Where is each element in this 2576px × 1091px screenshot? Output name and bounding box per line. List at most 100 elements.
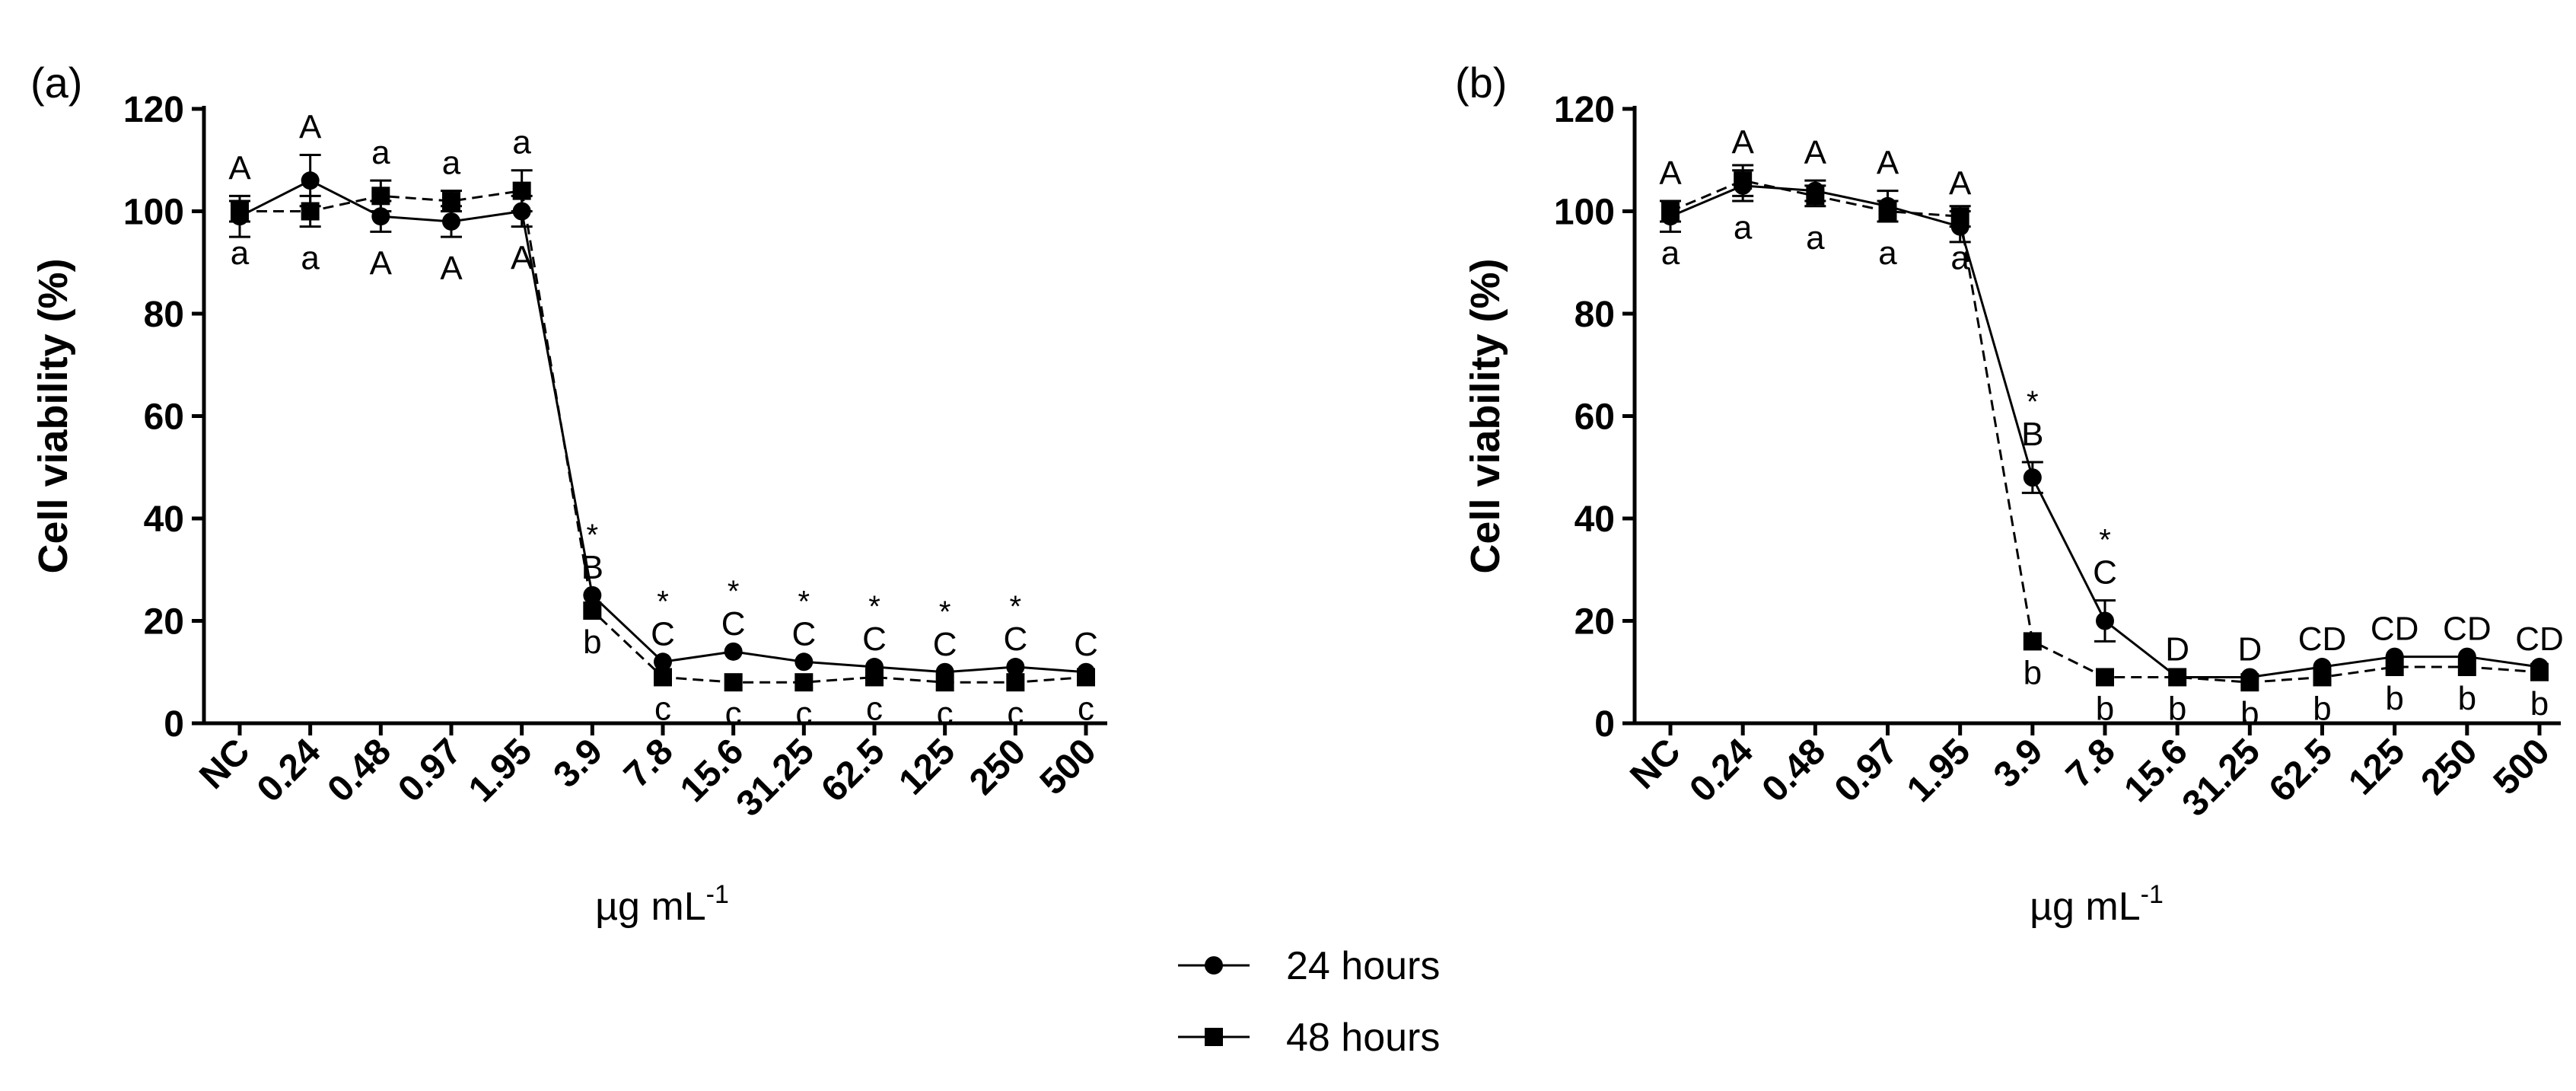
x-tick-label: 3.9: [546, 731, 610, 796]
significance-letter: A: [370, 244, 393, 282]
significance-star: *: [657, 585, 669, 618]
legend: 24 hours 48 hours: [1178, 944, 1440, 1060]
significance-letter: c: [1007, 695, 1024, 732]
significance-letter: a: [1734, 209, 1753, 246]
x-tick-label: 31.25: [2175, 731, 2268, 824]
significance-letter: a: [1950, 240, 1969, 277]
significance-star: *: [939, 595, 951, 629]
x-tick-label: 0.97: [1827, 731, 1906, 810]
data-point: [2096, 611, 2114, 630]
panel-a: (a) 0 20 40 60 80 100 120 NC0.240.480.971.95 3.9 7…: [30, 59, 1107, 929]
x-tick-label: 0.24: [1682, 731, 1761, 810]
x-tick-label: 0.48: [320, 731, 400, 810]
legend-marker-circle: [1205, 956, 1223, 975]
y-tick-label: 0: [1594, 704, 1615, 745]
significance-star: *: [798, 585, 810, 618]
panel-label: (a): [30, 59, 82, 107]
significance-letter: C: [2093, 554, 2117, 592]
significance-letter: a: [231, 234, 250, 272]
legend-item-48h: 48 hours: [1178, 1016, 1440, 1060]
data-point: [371, 187, 390, 206]
data-point: [1734, 171, 1753, 190]
x-tick-label: 0.97: [390, 731, 470, 810]
series-24h: AA A AAB*C*D D CD CD CD CD: [1659, 124, 2564, 687]
y-tick-label: 120: [1554, 90, 1615, 130]
significance-letter: a: [442, 145, 461, 182]
significance-letter: C: [1074, 626, 1098, 663]
y-tick-label: 0: [164, 704, 184, 745]
significance-letter: a: [512, 124, 531, 161]
significance-letter: b: [2024, 654, 2042, 691]
significance-letter: CD: [2371, 611, 2419, 648]
data-point: [583, 601, 602, 620]
significance-star: *: [587, 518, 599, 552]
data-point: [654, 652, 672, 672]
x-tick-label: NC: [192, 731, 257, 796]
y-axis-title: Cell viability (%): [30, 258, 76, 573]
y-tick-label: 100: [1554, 193, 1615, 233]
significance-letter: a: [1878, 234, 1897, 272]
x-tick-label: 1.95: [1899, 731, 1979, 810]
x-axis-title-superscript: -1: [706, 880, 729, 909]
significance-letter: D: [2165, 630, 2189, 668]
y-tick-label: 40: [1575, 499, 1615, 540]
significance-letter: c: [866, 690, 883, 727]
x-axis-title-superscript: -1: [2141, 880, 2164, 909]
x-tick-label: 62.5: [814, 731, 893, 810]
significance-star: *: [2099, 524, 2111, 557]
data-point: [654, 668, 672, 687]
data-point: [1950, 207, 1969, 226]
x-tick-label: 125: [2341, 731, 2412, 802]
data-point: [1806, 187, 1825, 206]
data-point: [512, 181, 531, 200]
significance-letter: D: [2237, 630, 2262, 668]
data-point: [1077, 668, 1095, 687]
y-tick-label: 20: [1575, 602, 1615, 643]
significance-letter: A: [1731, 124, 1754, 161]
significance-letter: C: [651, 615, 675, 652]
data-point: [794, 652, 814, 672]
y-axis-title: Cell viability (%): [1463, 258, 1508, 573]
x-tick-label: 3.9: [1986, 731, 2051, 796]
x-tick-label: 0.48: [1755, 731, 1834, 810]
significance-letter: CD: [2298, 620, 2347, 658]
data-point: [1878, 202, 1897, 221]
significance-letter: A: [440, 250, 463, 287]
x-tick-label: 125: [891, 731, 963, 802]
significance-letter: a: [1661, 234, 1680, 272]
significance-letter: a: [371, 134, 390, 171]
significance-letter: b: [2458, 680, 2476, 717]
y-tick-label: 60: [144, 397, 184, 438]
x-tick-label: 250: [962, 731, 1033, 802]
significance-letter: B: [2021, 416, 2043, 453]
significance-letter: b: [2168, 690, 2186, 727]
significance-letter: C: [721, 605, 746, 643]
significance-star: *: [1010, 590, 1022, 624]
y-tick-label: 120: [123, 90, 184, 130]
data-point: [794, 673, 814, 692]
data-point: [442, 192, 460, 211]
data-point: [2168, 668, 2187, 687]
significance-letter: A: [511, 240, 533, 277]
x-axis-title: µg mL-1: [2030, 880, 2164, 929]
x-tick-label: 500: [1033, 731, 1104, 802]
significance-letter: b: [2240, 695, 2259, 732]
data-point: [935, 673, 954, 692]
legend-label-24h: 24 hours: [1286, 944, 1440, 988]
x-axis-title: µg mL-1: [595, 880, 729, 929]
series-24h: AAA A AB*C*C*C*C*C*C*C: [228, 109, 1098, 681]
significance-letter: C: [862, 620, 887, 658]
significance-letter: b: [2313, 690, 2331, 727]
legend-item-24h: 24 hours: [1178, 944, 1440, 988]
significance-star: *: [2027, 385, 2039, 419]
data-point: [231, 202, 249, 221]
significance-letter: C: [933, 626, 957, 663]
significance-letter: b: [2096, 690, 2114, 727]
x-tick-label: 7.8: [616, 731, 681, 796]
significance-star: *: [868, 590, 880, 624]
x-tick-label: 31.25: [729, 731, 822, 824]
data-point: [2457, 658, 2476, 677]
significance-letter: c: [654, 690, 671, 727]
data-point: [2096, 668, 2114, 687]
data-point: [2385, 658, 2404, 677]
